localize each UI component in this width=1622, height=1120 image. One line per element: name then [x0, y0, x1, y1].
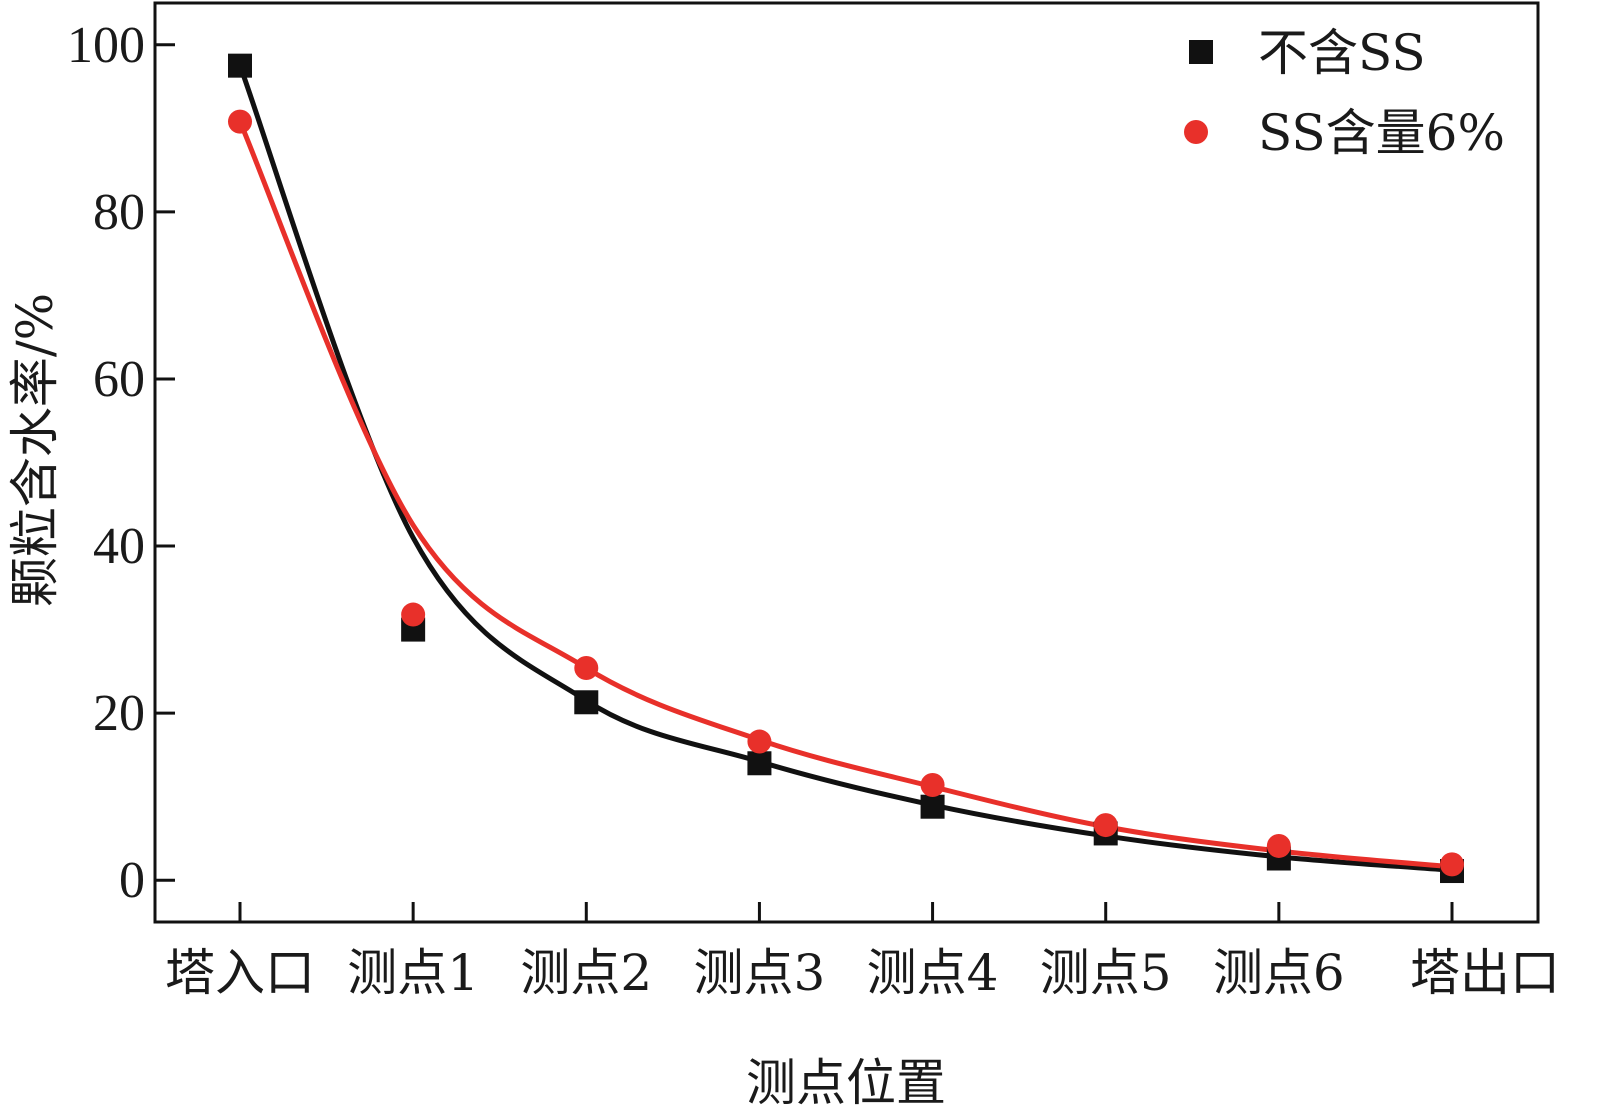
legend-label: 不含SS: [1258, 24, 1426, 82]
data-point-circle: [228, 109, 252, 134]
y-axis-title: 颗粒含水率/%: [6, 293, 64, 607]
fit-curves: [237, 64, 1453, 873]
y-tick-label: 0: [119, 852, 145, 909]
data-point-square: [228, 53, 252, 78]
data-point-square: [747, 751, 772, 776]
plot-frame: [153, 1, 1540, 924]
data-point-circle: [1266, 833, 1291, 858]
x-tick-label: 测点3: [694, 944, 826, 1002]
fit-curve-series-2: [237, 120, 1453, 870]
data-point-circle: [920, 772, 945, 797]
x-tick-label: 测点6: [1213, 944, 1345, 1002]
x-tick-label: 测点1: [347, 944, 479, 1002]
y-tick-label: 80: [93, 184, 145, 241]
x-axis-title: 测点位置: [746, 1054, 946, 1112]
legend: 不含SS SS含量6%: [1184, 24, 1505, 162]
legend-marker-circle: [1184, 120, 1208, 144]
x-axis: 塔入口 测点1 测点2 测点3 测点4 测点5 测点6 塔出口: [165, 902, 1560, 1002]
data-point-square: [920, 794, 945, 819]
x-tick-label: 测点4: [867, 944, 999, 1002]
fit-curve-series-1: [237, 64, 1453, 873]
data-markers: [228, 53, 1464, 884]
y-tick-label: 60: [93, 351, 145, 408]
data-point-circle: [1440, 852, 1464, 877]
y-tick-label: 20: [93, 685, 145, 742]
data-point-circle: [574, 656, 599, 681]
legend-label: SS含量6%: [1258, 104, 1505, 162]
data-point-circle: [401, 602, 426, 627]
x-tick-label: 塔出口: [1410, 944, 1560, 1002]
y-tick-label: 100: [67, 17, 145, 74]
y-axis: 0 20 40 60 80 100: [67, 17, 175, 909]
data-point-circle: [1093, 813, 1118, 838]
data-point-circle: [747, 729, 772, 754]
x-tick-label: 测点2: [520, 944, 652, 1002]
y-tick-label: 40: [93, 518, 145, 575]
x-tick-label: 测点5: [1040, 944, 1172, 1002]
x-tick-label: 塔入口: [165, 944, 315, 1002]
data-point-square: [574, 690, 599, 715]
legend-marker-square: [1189, 40, 1213, 64]
